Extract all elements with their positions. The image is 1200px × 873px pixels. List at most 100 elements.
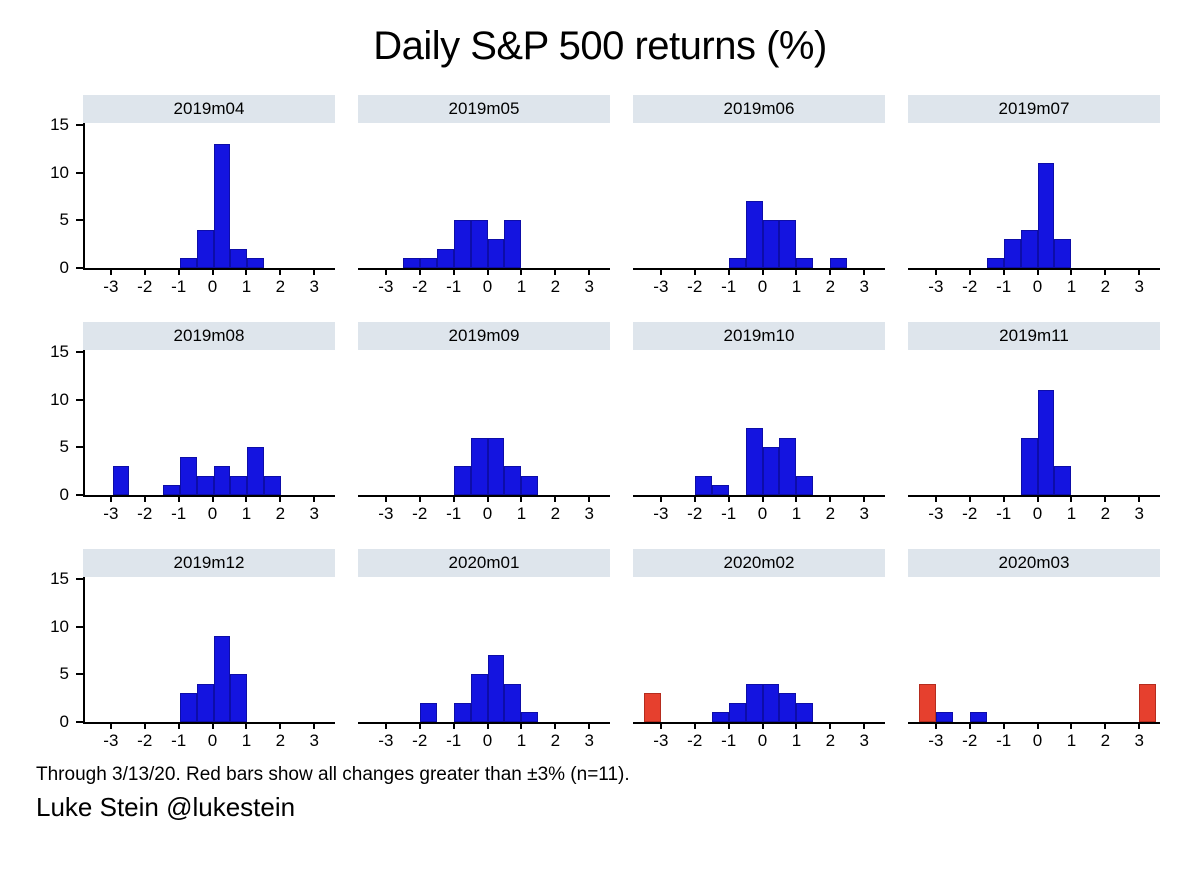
histogram-bar — [643, 693, 661, 722]
plot-area — [633, 577, 885, 724]
x-tick — [588, 724, 591, 729]
histogram-bar — [728, 258, 746, 268]
x-tick-label: -1 — [171, 731, 187, 750]
x-tick — [588, 270, 591, 275]
x-tick-label: -1 — [446, 277, 462, 296]
x-tick-label: 0 — [1032, 277, 1043, 296]
histogram-bar — [745, 683, 763, 722]
histogram-bar — [1037, 163, 1055, 268]
y-tick — [76, 219, 83, 222]
x-tick-label: -1 — [996, 504, 1012, 523]
x-tick-label: -2 — [137, 504, 153, 523]
x-tick — [211, 497, 214, 502]
x-tick — [761, 497, 764, 502]
x-tick-label: -2 — [962, 277, 978, 296]
x-tick — [418, 270, 421, 275]
y-tick — [76, 124, 83, 126]
panel-2019m06: 2019m06 -3 -2 -1 0 1 2 3 — [633, 95, 885, 304]
x-tick-label: -3 — [653, 277, 669, 296]
histogram-bar — [918, 683, 936, 722]
x-tick-label: 3 — [309, 731, 319, 750]
histogram-bar — [213, 466, 231, 495]
histogram-bar — [779, 693, 797, 722]
histogram-bar — [230, 475, 248, 495]
histogram-bar — [762, 683, 780, 722]
histogram-bar — [263, 475, 281, 495]
panel-title: 2020m03 — [998, 553, 1070, 572]
panel-title: 2019m10 — [723, 326, 795, 345]
x-tick — [554, 270, 557, 275]
x-tick-label: 3 — [1134, 277, 1144, 296]
panel-title: 2019m04 — [173, 99, 245, 118]
x-tick — [934, 270, 937, 275]
x-tick-label: 3 — [1134, 731, 1144, 750]
x-tick — [177, 270, 180, 275]
y-tick-label: 15 — [50, 115, 69, 134]
x-tick — [1104, 270, 1107, 275]
x-tick — [761, 724, 764, 729]
x-tick-label: 2 — [1100, 504, 1111, 523]
histogram-bar — [1020, 229, 1038, 268]
x-tick — [313, 270, 316, 275]
x-tick-label: 3 — [584, 504, 594, 523]
x-tick-label: -2 — [687, 277, 703, 296]
x-tick-label: -3 — [103, 277, 119, 296]
x-tick — [863, 270, 866, 275]
x-tick-label: 2 — [1100, 277, 1111, 296]
x-tick-label: 3 — [309, 277, 319, 296]
x-tick-label: 1 — [1066, 504, 1077, 523]
x-tick-label: -1 — [446, 504, 462, 523]
x-tick-label: 3 — [859, 504, 869, 523]
histogram-bar — [470, 437, 488, 495]
x-tick — [693, 497, 696, 502]
x-tick-label: -1 — [996, 277, 1012, 296]
x-tick-label: 0 — [482, 731, 493, 750]
x-tick-label: 1 — [516, 731, 527, 750]
histogram-bar — [1037, 390, 1055, 495]
x-tick-label: 0 — [757, 504, 768, 523]
y-tick — [76, 267, 83, 269]
x-tick — [659, 724, 662, 729]
x-tick — [968, 270, 971, 275]
x-axis: -3 -2 -1 0 1 2 3 — [633, 724, 885, 758]
x-tick — [418, 497, 421, 502]
x-tick — [1070, 497, 1073, 502]
histogram-bar — [779, 437, 797, 495]
histogram-bar — [694, 475, 712, 495]
histogram-bar — [453, 220, 471, 268]
x-tick-label: 3 — [859, 277, 869, 296]
x-tick — [829, 497, 832, 502]
x-tick — [384, 270, 387, 275]
y-tick-label: 0 — [59, 712, 69, 731]
y-tick — [76, 494, 83, 496]
x-tick — [761, 270, 764, 275]
histogram-bar — [762, 447, 780, 495]
histogram-bar — [504, 683, 522, 722]
x-tick — [313, 724, 316, 729]
x-tick — [1070, 270, 1073, 275]
histogram-bar — [213, 636, 231, 722]
x-tick-label: -1 — [171, 277, 187, 296]
x-tick-label: -1 — [721, 731, 737, 750]
histogram-bar — [470, 220, 488, 268]
panel-title: 2019m05 — [448, 99, 520, 118]
panel-2019m10: 2019m10 -3 -2 -1 0 1 2 3 — [633, 322, 885, 531]
histogram-bar — [436, 248, 454, 268]
x-tick-label: -2 — [412, 504, 428, 523]
x-tick — [486, 724, 489, 729]
x-tick-label: 2 — [550, 731, 561, 750]
x-tick — [727, 724, 730, 729]
x-tick-label: 3 — [859, 731, 869, 750]
x-tick-label: -2 — [687, 504, 703, 523]
histogram-bar — [1054, 466, 1072, 495]
panel-title: 2020m02 — [723, 553, 795, 572]
histogram-bar — [112, 466, 130, 495]
x-tick — [109, 270, 112, 275]
histogram-bar — [419, 702, 437, 722]
x-tick-label: 1 — [1066, 731, 1077, 750]
x-tick-label: 1 — [241, 504, 252, 523]
x-tick — [520, 270, 523, 275]
x-tick-label: 0 — [1032, 731, 1043, 750]
histogram-bar — [521, 712, 539, 722]
